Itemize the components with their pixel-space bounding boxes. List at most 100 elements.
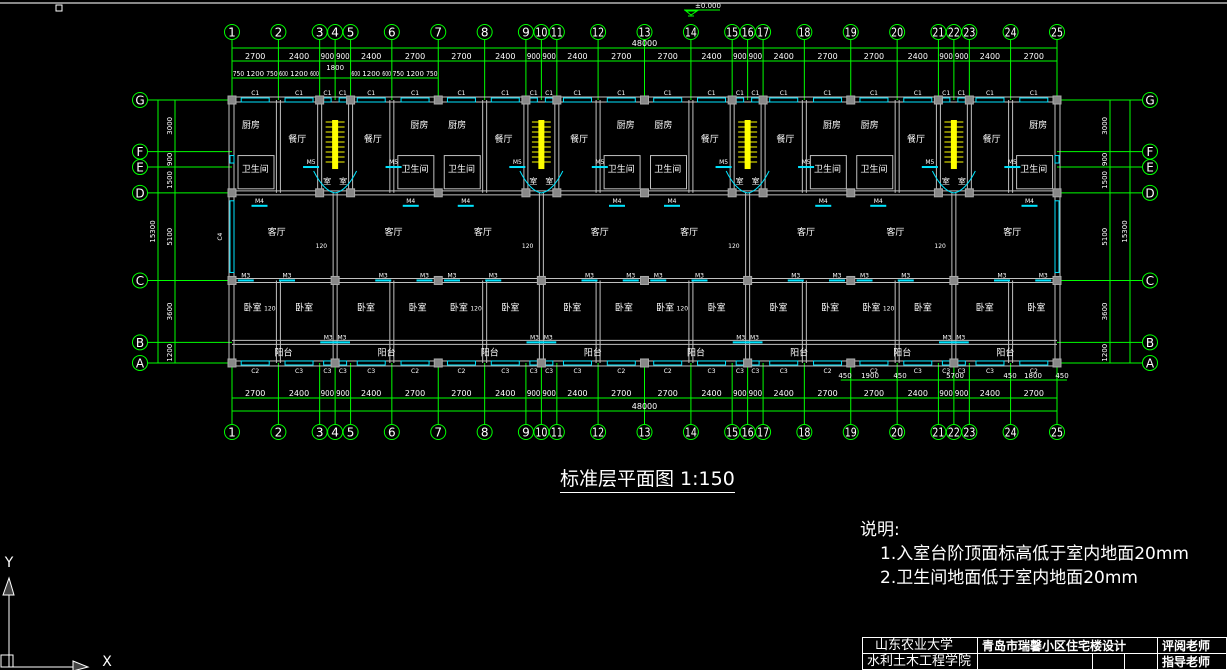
room-label-living: 客厅 — [268, 226, 286, 238]
room-label-balcony: 阳台 — [378, 346, 396, 358]
axis-bubble — [590, 24, 607, 40]
column — [1052, 188, 1062, 198]
axis-label: 16 — [742, 26, 754, 40]
axis-label: 21 — [932, 26, 944, 40]
window-c3 — [529, 360, 538, 366]
window-code: C2 — [617, 368, 625, 375]
axis-label: 10 — [535, 426, 547, 440]
dim-spacing-top: 2700 — [817, 52, 837, 61]
room-label-bath: 卫生间 — [608, 163, 635, 175]
dim-spacing-bottom: 900 — [733, 389, 746, 398]
door-leaf — [691, 279, 708, 282]
column — [640, 188, 649, 198]
door-leaf — [334, 341, 350, 344]
wall — [237, 155, 275, 190]
dim-total-top: 48000 — [632, 39, 657, 48]
room-label-bedroom: 卧室 — [821, 301, 839, 313]
column — [640, 95, 649, 105]
door-code: M3 — [283, 272, 292, 279]
window-code: C1 — [367, 90, 375, 97]
row-axis-label: E — [1146, 161, 1154, 175]
window-c3 — [356, 360, 386, 366]
row-axis-bubble — [132, 159, 148, 176]
dim-spacing-top: 2700 — [864, 52, 884, 61]
column — [330, 358, 340, 368]
door-code: M3 — [833, 272, 842, 279]
column — [433, 95, 443, 105]
column — [521, 95, 531, 105]
door-swing — [725, 170, 770, 194]
dim-sub-top: 750 — [393, 70, 404, 78]
stair-door-label: 室 — [942, 176, 950, 186]
column — [949, 358, 959, 368]
axis-label: 13 — [639, 26, 651, 40]
room-label-dining: 餐厅 — [570, 133, 588, 145]
dim-spacing-bottom: 2400 — [980, 389, 1000, 398]
axis-label: 3 — [316, 26, 324, 40]
dim-row: 900 — [166, 153, 174, 166]
window-c3 — [653, 360, 683, 366]
room-label-bedroom: 卧室 — [501, 301, 519, 313]
room-label-living: 客厅 — [1003, 226, 1021, 238]
door-code: M4 — [1025, 198, 1034, 205]
door-code: M4 — [255, 198, 264, 205]
axis-label: 4 — [331, 426, 339, 440]
door-code: M4 — [819, 198, 828, 205]
axis-bubble — [1049, 424, 1065, 440]
door-swing — [931, 170, 976, 194]
axis-bubble — [755, 24, 772, 40]
dim-spacing-top: 2700 — [245, 52, 265, 61]
window-c3 — [562, 360, 592, 366]
column — [933, 188, 943, 198]
door-leaf — [870, 204, 887, 207]
axis-bubble — [224, 24, 240, 40]
dim-spacing-bottom: 2400 — [774, 389, 794, 398]
window-c4 — [1054, 155, 1060, 164]
row-axis-label: G — [1145, 94, 1154, 108]
dim-depth-total: 15300 — [1121, 220, 1129, 242]
room-label-bedroom: 卧室 — [976, 301, 994, 313]
room-label-bath: 卫生间 — [448, 163, 475, 175]
window-code: C1 — [958, 90, 966, 97]
door-leaf — [798, 166, 815, 169]
room-label-bath: 卫生间 — [814, 163, 841, 175]
door-code: M3 — [420, 272, 429, 279]
axis-bubble — [889, 424, 906, 440]
door-code: M3 — [791, 272, 800, 279]
window-c1 — [653, 97, 683, 103]
room-label-bath: 卫生间 — [1020, 163, 1047, 175]
column — [227, 188, 237, 198]
room-label-bedroom: 卧室 — [615, 301, 633, 313]
window-code: C3 — [780, 368, 788, 375]
title-block-cell — [1125, 654, 1158, 670]
dim-row: 1200 — [1101, 344, 1109, 362]
door-leaf — [787, 279, 804, 282]
dim-spacing-top: 2700 — [611, 52, 631, 61]
door-swing — [519, 170, 564, 194]
door-code: M5 — [595, 159, 604, 166]
axis-label: 12 — [592, 26, 604, 40]
window-code: C1 — [339, 90, 347, 97]
window-code: C3 — [942, 368, 950, 375]
room-label-bath: 卫生间 — [402, 163, 429, 175]
axis-label: 19 — [845, 426, 857, 440]
row-axis-bubble — [132, 184, 148, 201]
window-code: C1 — [295, 90, 303, 97]
wall-thickness-dim: 120 — [470, 305, 482, 312]
room-label-kitchen: 厨房 — [823, 119, 841, 131]
dim-spacing-top: 2400 — [289, 52, 309, 61]
window-code: C2 — [457, 368, 465, 375]
door-code: M4 — [406, 198, 415, 205]
stair-door-label: 室 — [339, 176, 347, 186]
axis-bubble — [430, 424, 447, 440]
axis-label: 6 — [388, 426, 396, 440]
door-code: M3 — [1039, 272, 1048, 279]
door-leaf — [540, 341, 557, 344]
dim-spacing-bottom: 900 — [321, 389, 334, 398]
axis-label: 16 — [742, 426, 754, 440]
door-code: M3 — [241, 272, 250, 279]
dim-sub-bottom: 1800 — [1024, 372, 1042, 380]
dim-spacing-top: 2400 — [567, 52, 587, 61]
window-c3 — [697, 360, 727, 366]
